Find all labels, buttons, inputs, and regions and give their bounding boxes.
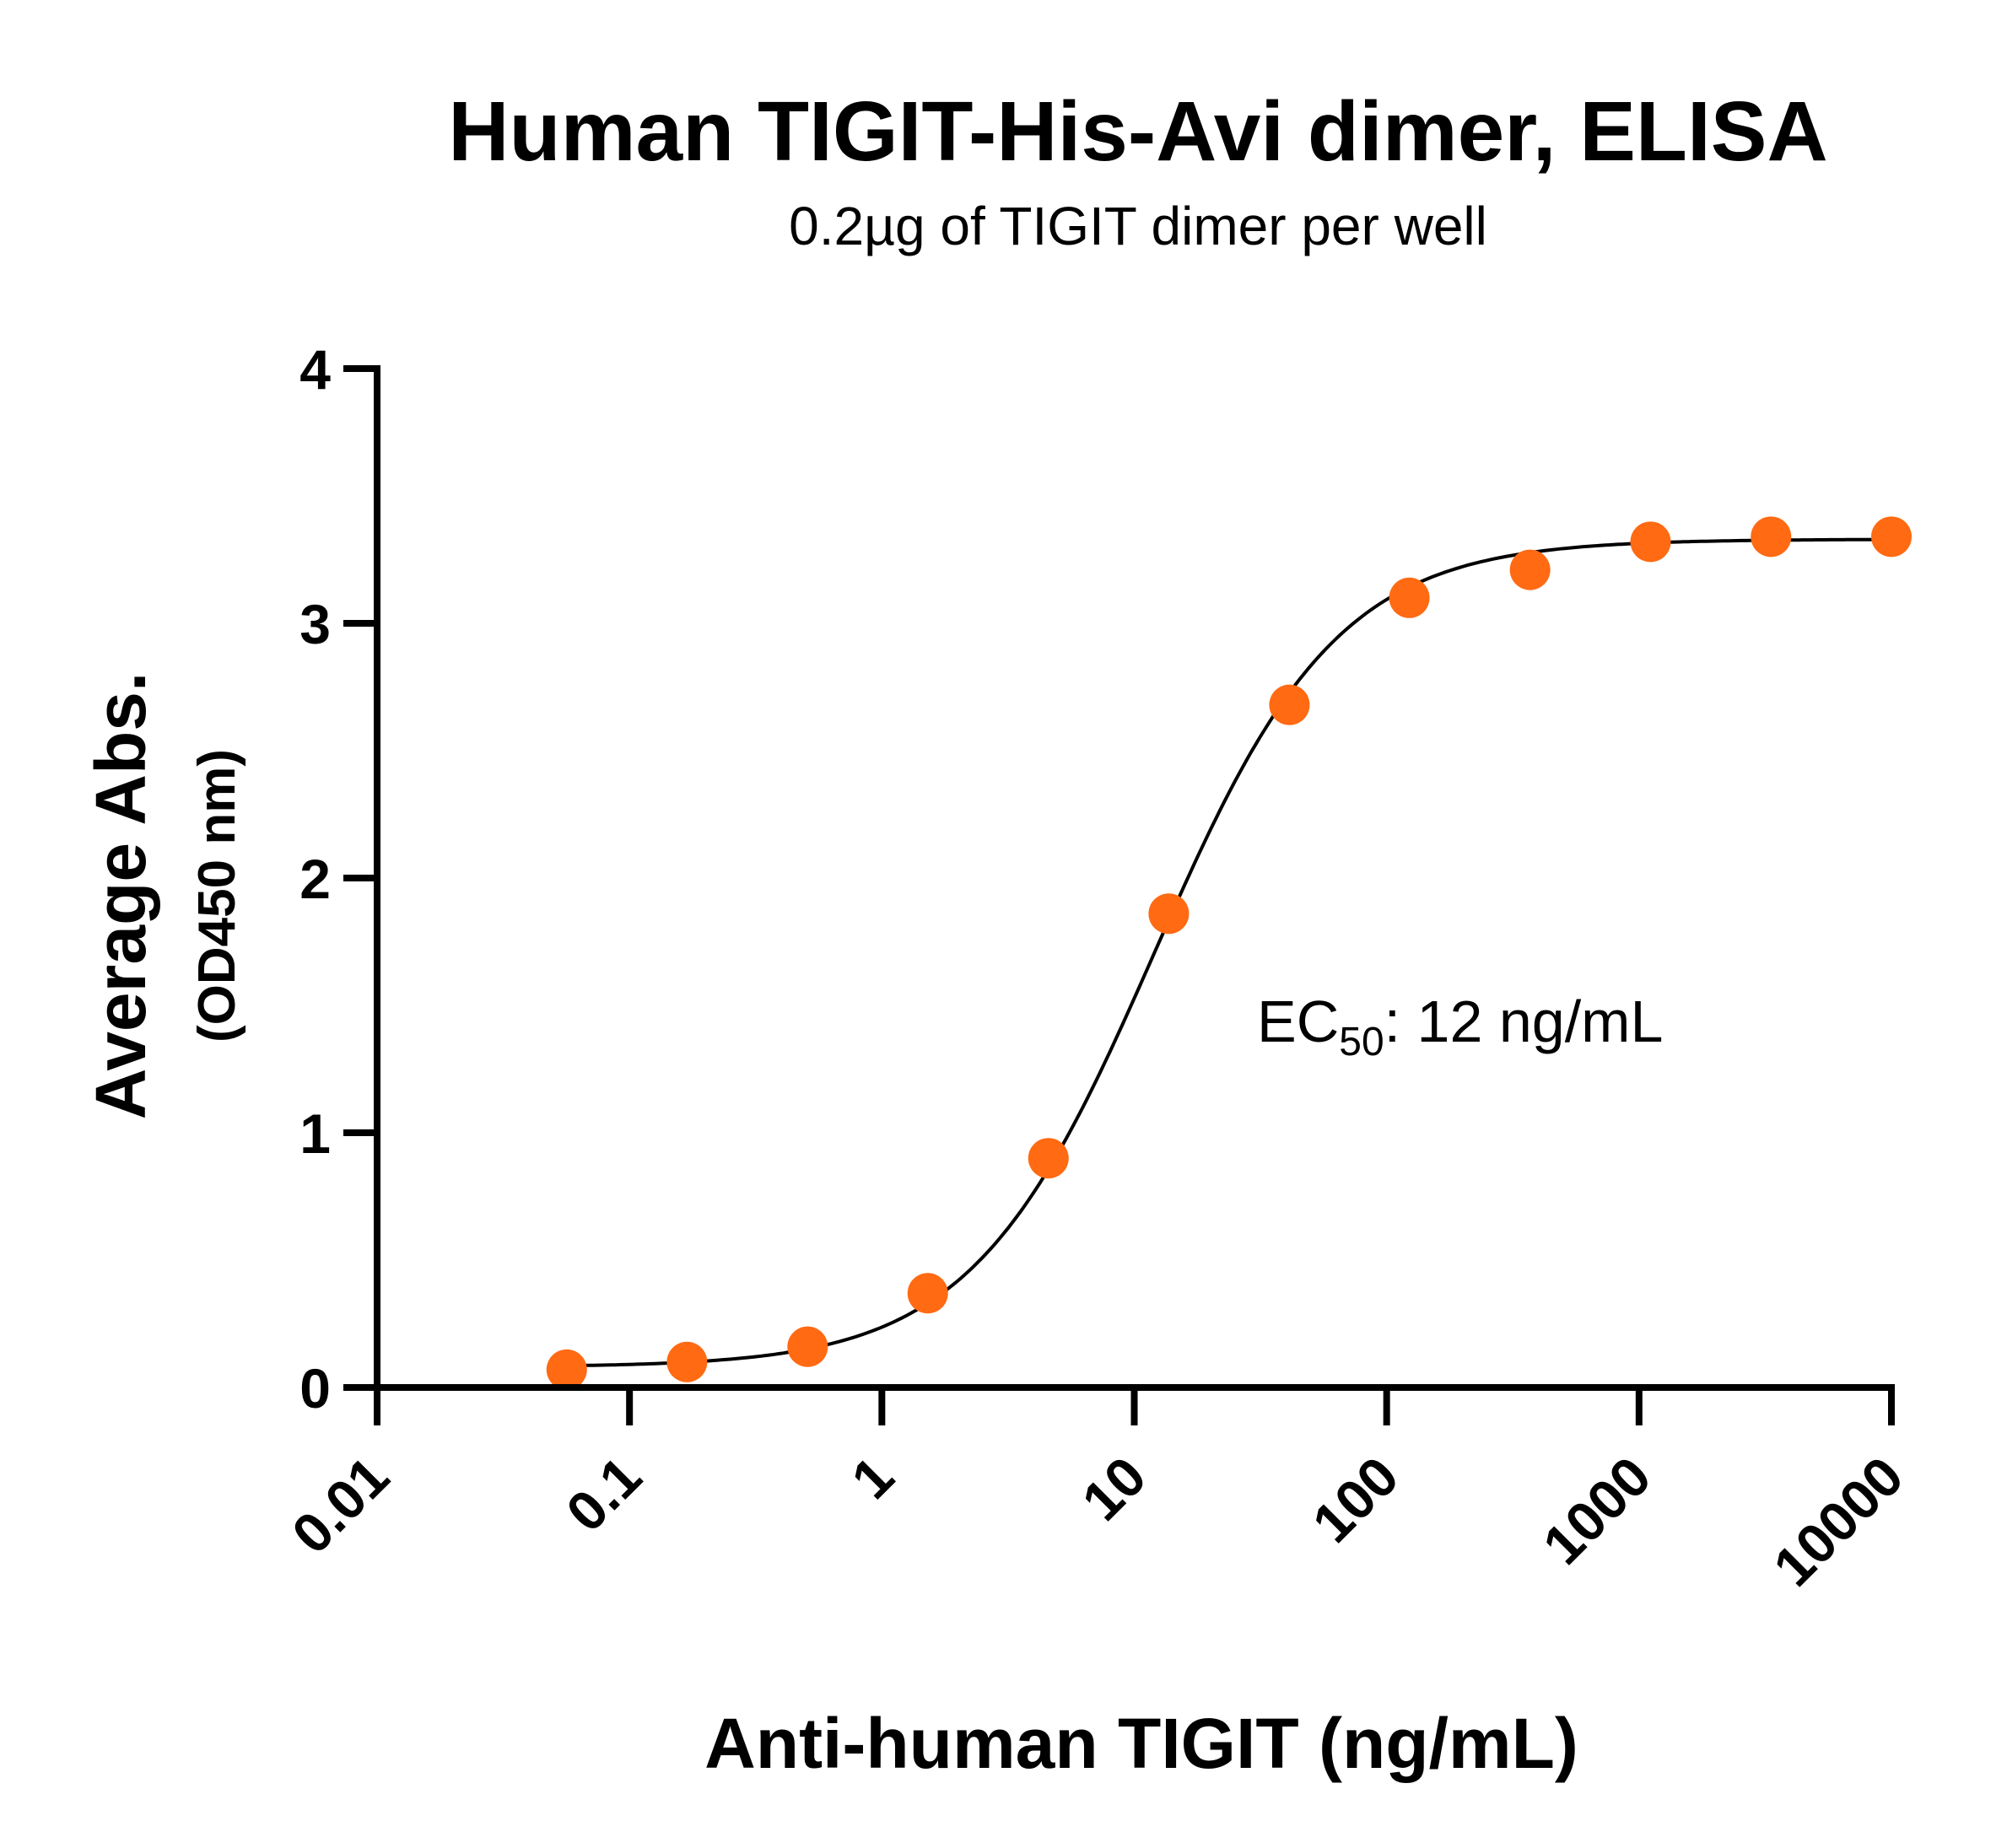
- data-points-layer: [546, 516, 1912, 1390]
- data-point: [1269, 684, 1310, 725]
- y-tick-label: 1: [299, 1102, 331, 1165]
- data-point: [666, 1341, 708, 1382]
- data-point: [1871, 516, 1912, 558]
- x-tick-label: 100: [1300, 1445, 1410, 1554]
- ec50-prefix: EC: [1257, 989, 1339, 1054]
- data-point: [1509, 549, 1551, 590]
- data-point: [907, 1273, 948, 1314]
- x-tick-label: 1: [839, 1445, 905, 1511]
- data-point: [546, 1349, 587, 1390]
- ec50-annotation: EC50: 12 ng/mL: [1257, 989, 1663, 1064]
- chart-subtitle: 0.2µg of TIGIT dimer per well: [789, 196, 1487, 256]
- x-tick-label: 10: [1070, 1445, 1157, 1533]
- y-tick-label: 4: [299, 338, 331, 401]
- ec50-subscript: 50: [1339, 1020, 1384, 1064]
- chart-title: Human TIGIT-His-Avi dimer, ELISA: [448, 84, 1827, 179]
- y-tick-label: 3: [299, 593, 331, 655]
- data-point: [787, 1326, 828, 1367]
- x-tick-label: 1000: [1531, 1445, 1663, 1576]
- data-point: [1751, 516, 1792, 558]
- data-point: [1630, 521, 1671, 563]
- fit-curve: [566, 537, 1892, 1368]
- data-point: [1148, 893, 1190, 935]
- data-point: [1028, 1138, 1069, 1179]
- y-axis-ticks: 0 1 2 3 4: [299, 338, 377, 1420]
- y-axis-label: Average Abs.: [81, 672, 160, 1120]
- data-point: [1389, 577, 1430, 618]
- fit-curve-layer: [566, 537, 1892, 1368]
- x-tick-label: 0.01: [280, 1445, 401, 1565]
- y-axis-sublabel: (OD450 nm): [188, 749, 246, 1043]
- x-tick-label: 0.1: [554, 1445, 653, 1544]
- y-tick-label: 0: [299, 1357, 331, 1420]
- ec50-value: : 12 ng/mL: [1384, 989, 1664, 1054]
- y-tick-label: 2: [299, 848, 331, 910]
- x-tick-label: 10000: [1762, 1445, 1915, 1598]
- x-axis-ticks: 0.01 0.1 1 10 100 1000 10000: [280, 1387, 1915, 1598]
- x-axis-label: Anti-human TIGIT (ng/mL): [704, 1704, 1578, 1783]
